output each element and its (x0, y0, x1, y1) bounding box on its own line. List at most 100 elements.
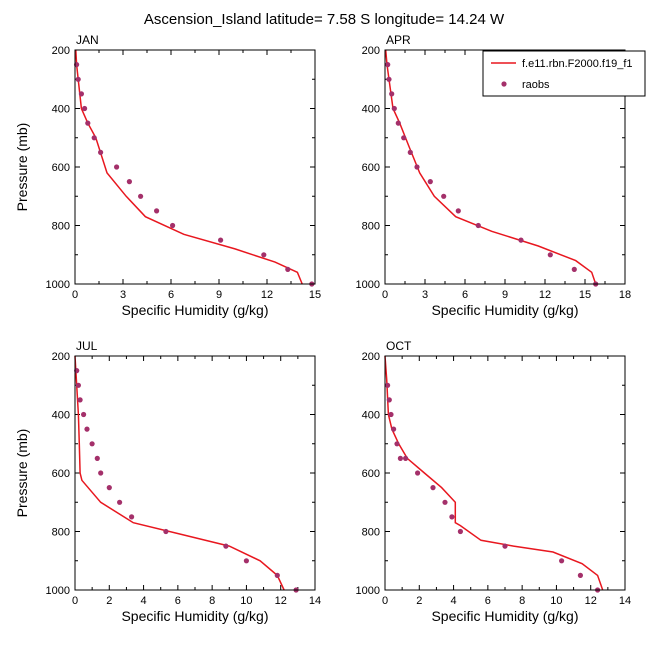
apr-raobs-point (407, 149, 413, 155)
apr-raobs-point (389, 91, 395, 97)
oct-raobs-point (397, 455, 403, 461)
apr-xtick-label: 15 (579, 289, 591, 301)
oct-xtick-label: 10 (550, 595, 562, 607)
jan-xtick-label: 12 (261, 289, 273, 301)
jan-raobs-point (78, 91, 84, 97)
apr-raobs-point (518, 237, 524, 243)
apr-panel-label: APR (386, 33, 411, 47)
jan-ytick-label: 400 (52, 104, 70, 116)
jan-ytick-label: 1000 (46, 279, 70, 291)
jul-xtick-label: 2 (106, 595, 112, 607)
apr-ytick-label: 400 (362, 104, 380, 116)
legend-label-raobs: raobs (522, 79, 550, 91)
oct-xtick-label: 6 (485, 595, 491, 607)
oct-raobs-point (394, 441, 400, 447)
jul-xtick-label: 0 (72, 595, 78, 607)
jul-xtick-label: 8 (209, 595, 215, 607)
apr-raobs-point (395, 120, 401, 126)
jul-ytick-label: 200 (52, 351, 70, 363)
oct-raobs-point (415, 470, 421, 476)
apr-plot-frame (384, 49, 626, 285)
oct-xtick-label: 2 (416, 595, 422, 607)
apr-raobs-point (401, 135, 407, 141)
jan-raobs-point (85, 120, 91, 126)
jul-plot-frame (74, 355, 316, 591)
apr-raobs-point (391, 105, 397, 112)
jul-xtick-label: 6 (175, 595, 181, 607)
apr-ytick-label: 800 (362, 221, 380, 233)
oct-ytick-label: 200 (362, 351, 380, 363)
jul-xaxis-title: Specific Humidity (g/kg) (121, 608, 268, 624)
oct-raobs-point (449, 514, 455, 520)
jul-xtick-label: 14 (309, 595, 321, 607)
jul-ytick-label: 800 (52, 527, 70, 539)
oct-raobs-point (385, 382, 391, 388)
jul-model-line (74, 355, 285, 591)
oct-xaxis-title: Specific Humidity (g/kg) (431, 608, 578, 624)
jan-yaxis-title: Pressure (mb) (14, 123, 30, 212)
apr-raobs-point (455, 208, 461, 214)
apr-raobs-point (441, 193, 447, 199)
jan-raobs-point (154, 208, 160, 214)
oct-raobs-point (577, 572, 584, 579)
oct-raobs-point (386, 397, 392, 403)
apr-raobs-point (427, 179, 433, 185)
jan-raobs-point (170, 222, 176, 229)
jul-raobs-point (81, 411, 87, 418)
jan-ytick-label: 600 (52, 162, 70, 174)
oct-raobs-point (502, 543, 508, 549)
apr-raobs-point (386, 76, 392, 82)
jul-raobs-point (98, 470, 104, 476)
jul-raobs-point (129, 514, 135, 520)
jan-raobs-point (75, 76, 81, 82)
oct-raobs-point (559, 558, 565, 564)
oct-xtick-label: 14 (619, 595, 631, 607)
jan-ytick-label: 800 (52, 221, 70, 233)
jul-raobs-point (94, 455, 100, 461)
jan-raobs-point (261, 252, 267, 258)
apr-raobs-point (475, 222, 481, 229)
oct-raobs-point (442, 499, 448, 505)
oct-ytick-label: 1000 (356, 585, 380, 597)
oct-raobs-point (430, 485, 436, 491)
apr-xtick-label: 3 (422, 289, 428, 301)
jan-xtick-label: 6 (168, 289, 174, 301)
apr-model-line (384, 49, 597, 285)
oct-xtick-label: 8 (519, 595, 525, 607)
jan-xaxis-title: Specific Humidity (g/kg) (121, 302, 268, 318)
legend-label-model: f.e11.rbn.F2000.f19_f1 (522, 58, 633, 70)
oct-ytick-label: 600 (362, 468, 380, 480)
apr-raobs-point (414, 164, 420, 170)
jan-xtick-label: 9 (216, 289, 222, 301)
jul-raobs-point (77, 397, 83, 403)
jul-ytick-label: 600 (52, 468, 70, 480)
apr-xaxis-title: Specific Humidity (g/kg) (431, 302, 578, 318)
oct-ytick-label: 400 (362, 410, 380, 422)
jan-ytick-label: 200 (52, 45, 70, 57)
jan-xtick-label: 3 (120, 289, 126, 301)
jul-xtick-label: 12 (275, 595, 287, 607)
apr-raobs-point (385, 62, 391, 68)
jul-raobs-point (117, 499, 123, 505)
jul-raobs-point (84, 426, 90, 432)
apr-xtick-label: 18 (619, 289, 631, 301)
oct-panel-label: OCT (386, 339, 412, 353)
jan-xtick-label: 0 (72, 289, 78, 301)
oct-xtick-label: 12 (585, 595, 597, 607)
apr-ytick-label: 600 (362, 162, 380, 174)
jul-xtick-label: 10 (240, 595, 252, 607)
jan-raobs-point (114, 164, 120, 170)
oct-raobs-point (457, 528, 463, 535)
jan-raobs-point (138, 193, 144, 199)
oct-plot-frame (384, 355, 626, 591)
legend-marker-swatch (501, 81, 507, 87)
jul-panel-label: JUL (76, 339, 98, 353)
jul-ytick-label: 1000 (46, 585, 70, 597)
jul-raobs-point (223, 543, 229, 549)
jul-raobs-point (89, 441, 95, 447)
jul-xtick-label: 4 (141, 595, 147, 607)
apr-xtick-label: 12 (539, 289, 551, 301)
oct-xtick-label: 4 (451, 595, 457, 607)
figure-title: Ascension_Island latitude= 7.58 S longit… (144, 11, 505, 28)
